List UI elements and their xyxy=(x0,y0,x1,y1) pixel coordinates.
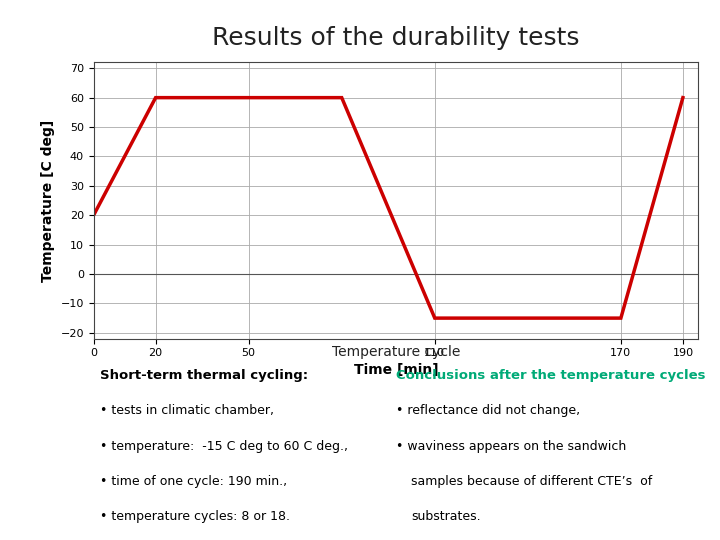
Text: • temperature cycles: 8 or 18.: • temperature cycles: 8 or 18. xyxy=(99,510,289,523)
Text: • time of one cycle: 190 min.,: • time of one cycle: 190 min., xyxy=(99,475,287,488)
Text: • temperature:  -15 C deg to 60 C deg.,: • temperature: -15 C deg to 60 C deg., xyxy=(99,440,348,453)
Text: Conclusions after the temperature cycles: Conclusions after the temperature cycles xyxy=(396,369,706,382)
X-axis label: Time [min]: Time [min] xyxy=(354,362,438,376)
Text: samples because of different CTE’s  of: samples because of different CTE’s of xyxy=(411,475,652,488)
Text: • reflectance did not change,: • reflectance did not change, xyxy=(396,404,580,417)
Text: • waviness appears on the sandwich: • waviness appears on the sandwich xyxy=(396,440,626,453)
Text: substrates.: substrates. xyxy=(411,510,481,523)
Text: Short-term thermal cycling:: Short-term thermal cycling: xyxy=(99,369,307,382)
Text: Results of the durability tests: Results of the durability tests xyxy=(212,26,580,50)
Text: Temperature cycle: Temperature cycle xyxy=(332,345,460,359)
Text: • tests in climatic chamber,: • tests in climatic chamber, xyxy=(99,404,274,417)
Y-axis label: Temperature [C deg]: Temperature [C deg] xyxy=(41,119,55,282)
